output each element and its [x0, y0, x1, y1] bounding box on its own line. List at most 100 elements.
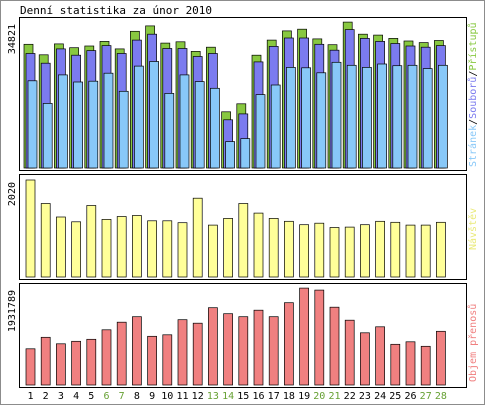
bar-pages-day-21	[331, 61, 342, 169]
bar-visits-day-16	[253, 212, 264, 278]
bar-visits-day-24	[375, 220, 385, 278]
bar-kbytes-day-11	[177, 319, 188, 386]
legend-item-pristupu: Přístupů	[467, 22, 479, 70]
bar-visits-day-6	[101, 219, 112, 278]
x-tick-label-day-15: 15	[237, 391, 249, 402]
bar-kbytes-day-2	[40, 336, 51, 386]
y-max-label-1: 2020	[7, 182, 18, 206]
bar-visits-day-12	[192, 197, 203, 278]
bar-kbytes-day-10	[162, 334, 173, 386]
bar-pages-day-3	[58, 74, 68, 169]
x-tick-label-day-8: 8	[134, 391, 140, 402]
bar-kbytes-day-28	[436, 330, 446, 386]
bar-pages-day-14	[225, 141, 235, 169]
bar-pages-day-19	[301, 67, 311, 169]
bar-kbytes-day-19	[299, 287, 309, 386]
x-tick-label-day-9: 9	[149, 391, 155, 402]
bar-pages-day-4	[73, 81, 83, 169]
legend-visits: Návštěv	[467, 208, 479, 250]
bar-visits-day-8	[132, 215, 142, 278]
bar-visits-day-7	[116, 216, 127, 278]
bar-kbytes-day-25	[390, 343, 401, 386]
bar-pages-day-9	[149, 61, 159, 169]
bar-visits-day-23	[360, 224, 370, 278]
legend-item-stranek: Stránek	[467, 125, 479, 167]
x-tick-label-day-12: 12	[192, 391, 204, 402]
bar-pages-day-17	[270, 84, 281, 169]
bar-pages-day-22	[346, 64, 357, 169]
bar-kbytes-day-22	[344, 319, 355, 386]
bar-kbytes-day-20	[314, 289, 325, 386]
bar-kbytes-day-21	[329, 306, 340, 386]
bar-pages-day-15	[240, 138, 251, 169]
bar-visits-day-9	[147, 220, 157, 278]
bar-visits-day-19	[299, 224, 309, 278]
x-tick-label-day-22: 22	[344, 391, 356, 402]
bar-pages-day-2	[42, 103, 53, 169]
x-tick-label-day-28: 28	[435, 391, 447, 402]
x-tick-label-day-6: 6	[103, 391, 109, 402]
bar-visits-day-14	[223, 218, 233, 278]
bar-visits-day-20	[314, 222, 325, 278]
bar-kbytes-day-16	[253, 309, 264, 386]
x-tick-label-day-19: 19	[298, 391, 310, 402]
bar-pages-day-24	[377, 63, 387, 169]
x-tick-label-day-11: 11	[176, 391, 188, 402]
x-tick-label-day-20: 20	[313, 391, 325, 402]
x-tick-label-day-13: 13	[207, 391, 219, 402]
x-tick-label-day-26: 26	[404, 391, 416, 402]
bar-kbytes-day-1	[25, 348, 36, 386]
bar-visits-day-18	[284, 220, 294, 278]
bar-kbytes-day-6	[101, 329, 112, 386]
x-tick-label-day-7: 7	[119, 391, 125, 402]
bar-visits-day-17	[268, 218, 279, 278]
x-tick-label-day-1: 1	[27, 391, 33, 402]
bar-visits-day-26	[405, 224, 416, 278]
bar-visits-day-10	[162, 220, 173, 278]
bar-visits-day-5	[86, 205, 97, 278]
bar-visits-day-22	[344, 226, 355, 278]
bar-pages-day-28	[438, 64, 448, 169]
chart-title: Denní statistika za únor 2010	[20, 4, 213, 17]
y-max-label-0: 34821	[7, 24, 18, 54]
x-tick-label-day-18: 18	[283, 391, 295, 402]
x-tick-label-day-27: 27	[420, 391, 432, 402]
x-tick-label-day-25: 25	[389, 391, 401, 402]
bar-visits-day-4	[71, 221, 81, 278]
bar-visits-day-15	[238, 203, 249, 278]
x-tick-label-day-10: 10	[161, 391, 173, 402]
x-tick-label-day-5: 5	[88, 391, 94, 402]
bar-kbytes-day-23	[360, 332, 370, 386]
bar-pages-day-16	[255, 94, 266, 169]
bar-visits-day-13	[208, 224, 218, 278]
bar-pages-day-13	[210, 87, 220, 169]
bar-kbytes-day-8	[132, 316, 142, 386]
x-tick-label-day-4: 4	[73, 391, 79, 402]
x-tick-label-day-3: 3	[58, 391, 64, 402]
x-tick-label-day-17: 17	[268, 391, 280, 402]
bar-kbytes-day-14	[223, 313, 233, 386]
bar-pages-day-18	[286, 67, 296, 169]
bar-kbytes-day-5	[86, 338, 97, 386]
x-tick-label-day-2: 2	[43, 391, 49, 402]
bar-visits-day-3	[56, 216, 66, 278]
bar-pages-day-23	[362, 67, 372, 169]
bar-visits-day-28	[436, 221, 446, 278]
bar-visits-day-11	[177, 222, 188, 278]
bar-kbytes-day-17	[268, 316, 279, 386]
x-tick-label-day-14: 14	[222, 391, 234, 402]
bar-kbytes-day-24	[375, 326, 385, 386]
bar-kbytes-day-26	[405, 341, 416, 386]
legend-separator-1: /	[468, 119, 479, 125]
bar-pages-day-27	[422, 68, 433, 169]
bar-pages-day-12	[194, 81, 205, 169]
x-tick-label-day-24: 24	[374, 391, 386, 402]
bar-pages-day-26	[407, 64, 418, 169]
bar-pages-day-1	[27, 80, 38, 169]
bar-kbytes-day-4	[71, 340, 81, 386]
bar-kbytes-day-3	[56, 343, 66, 386]
x-tick-label-day-23: 23	[359, 391, 371, 402]
bar-kbytes-day-27	[420, 345, 431, 386]
bar-kbytes-day-13	[208, 307, 218, 386]
